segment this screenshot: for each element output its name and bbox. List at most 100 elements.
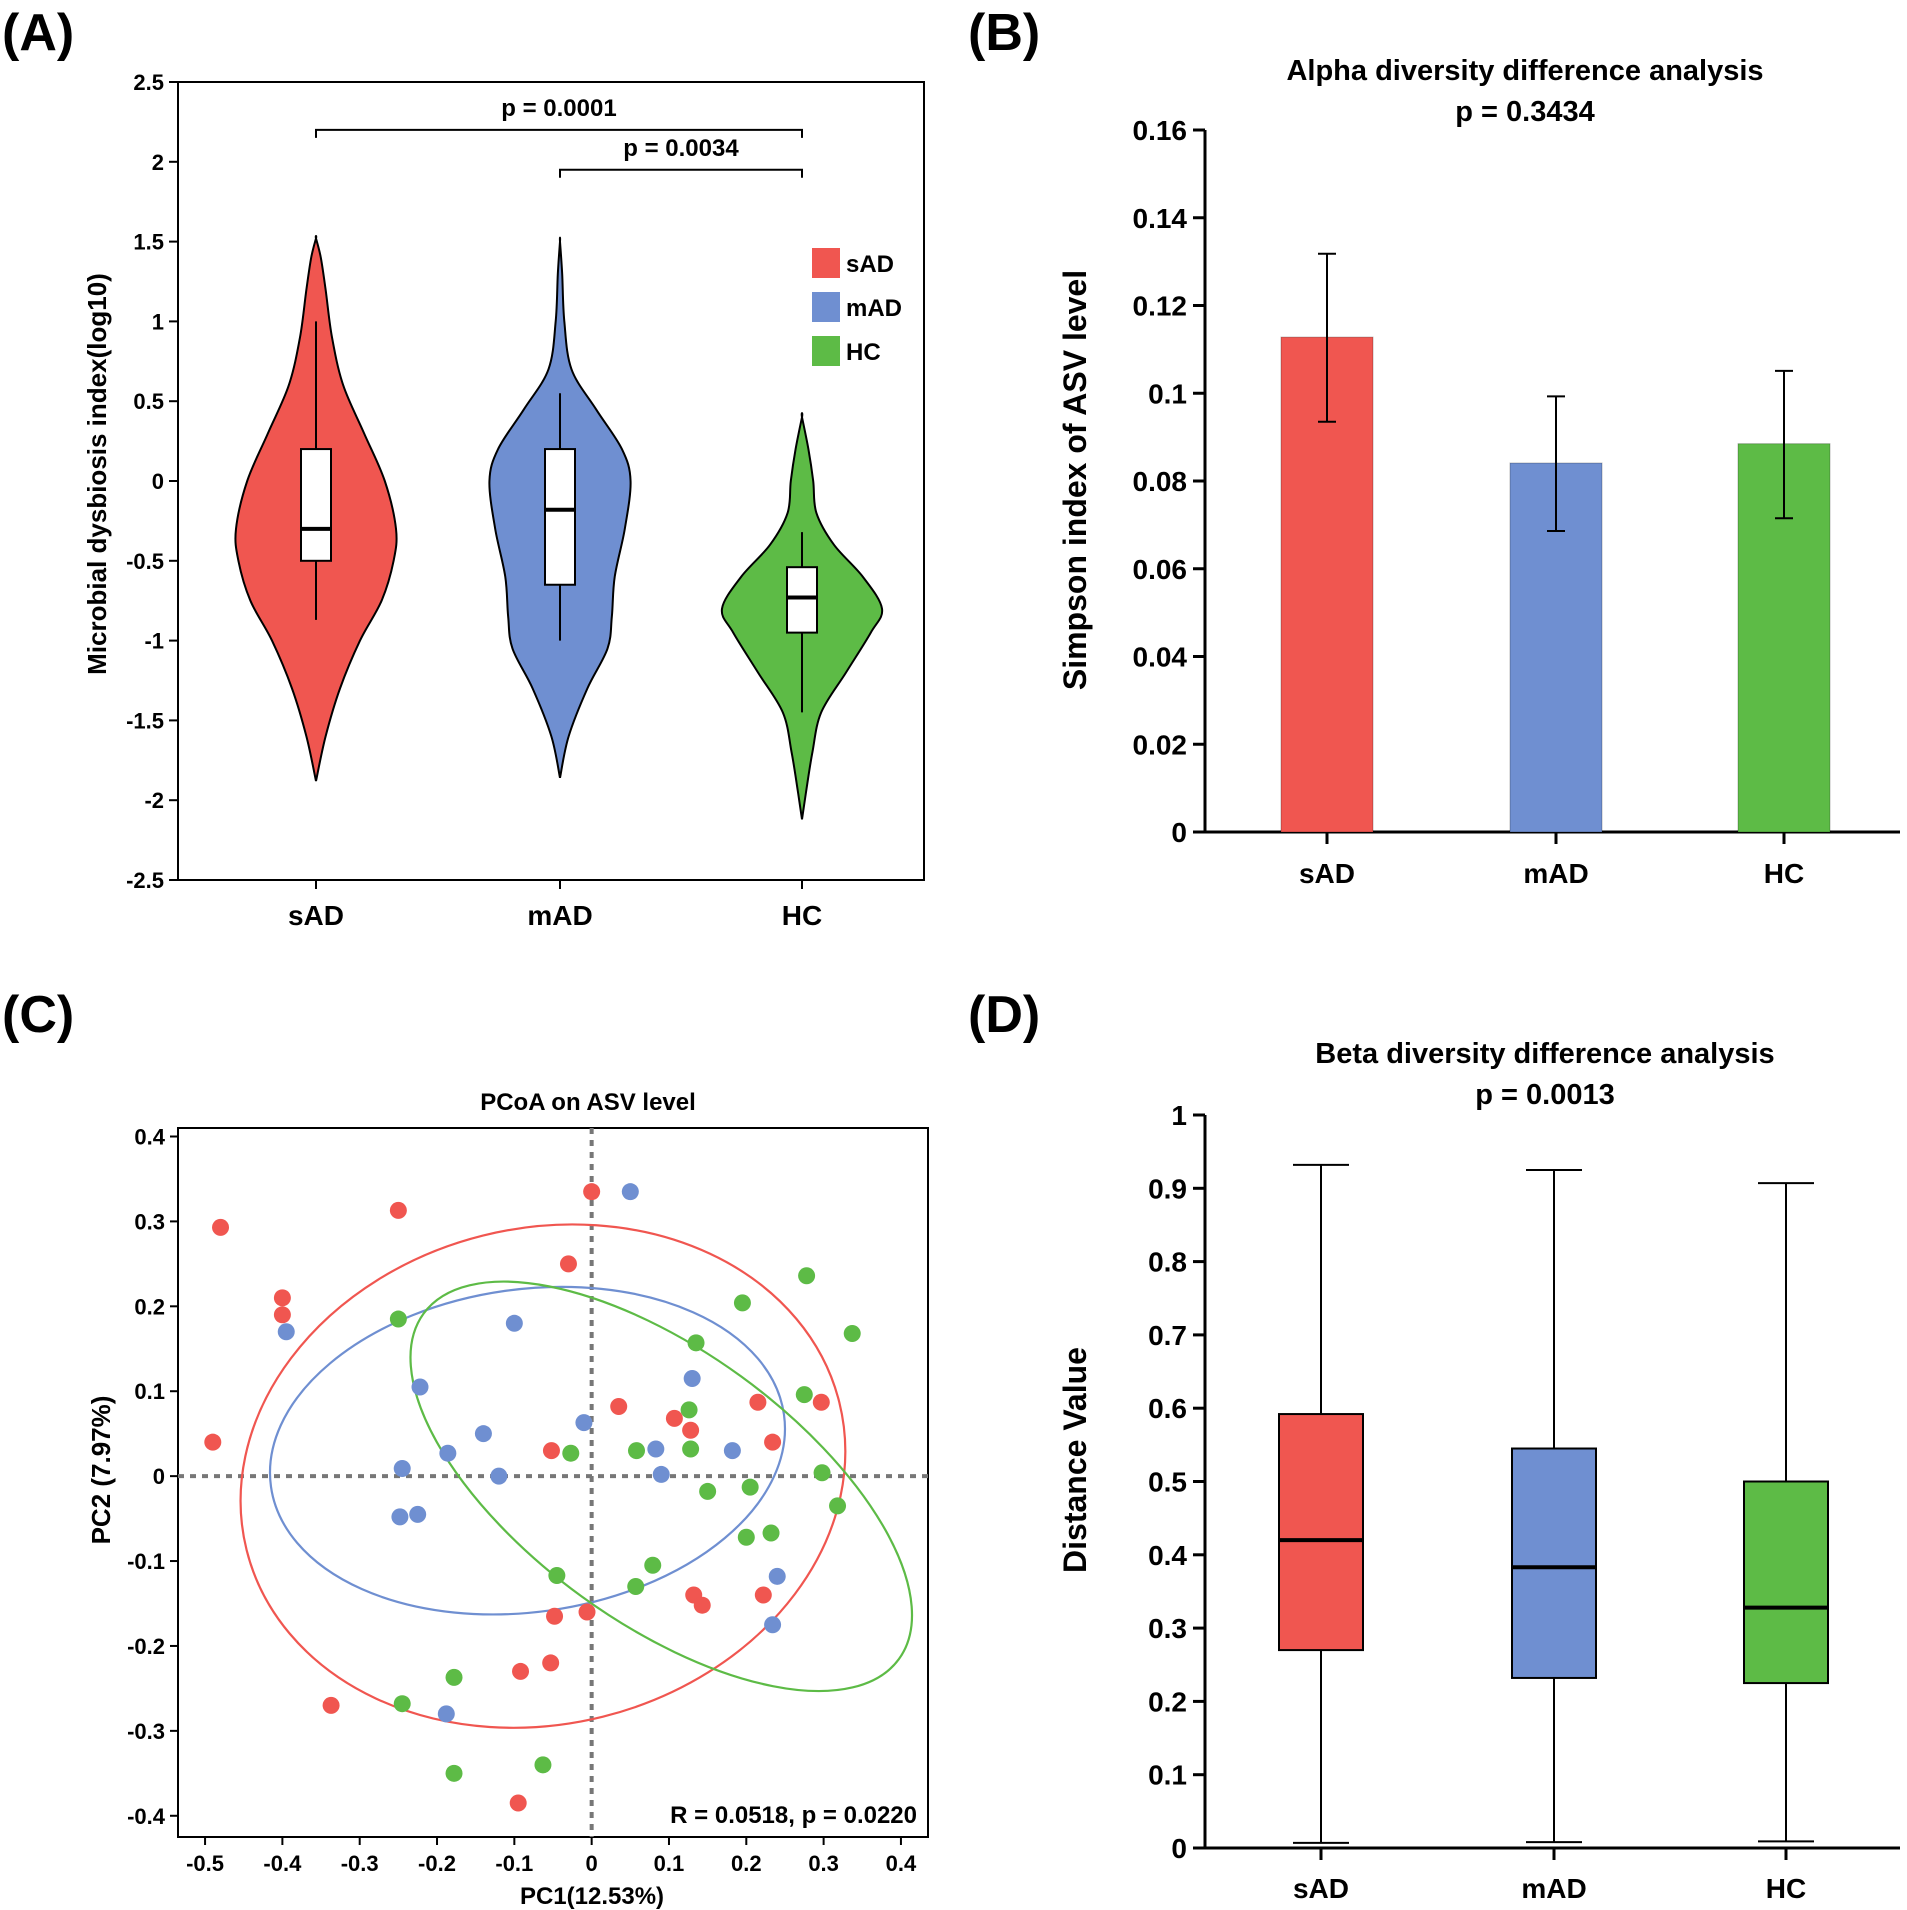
- y-tick-label-b: 0.1: [1148, 378, 1187, 409]
- y-tick-label-b: 0.16: [1133, 115, 1188, 146]
- scatter-point-HC: [737, 1528, 755, 1546]
- scatter-point-sAD: [749, 1393, 767, 1411]
- scatter-point-mAD: [723, 1442, 741, 1460]
- y-tick-label-c: 0: [153, 1464, 165, 1489]
- scatter-point-mAD: [391, 1508, 409, 1526]
- violin-chart: Microbial dysbiosis index(log10) 2.5 2 1.5…: [82, 70, 925, 931]
- y-tick-label-d: 0: [1171, 1833, 1187, 1864]
- scatter-point-mAD: [409, 1505, 427, 1523]
- y-tick-label-c: 0.2: [134, 1294, 165, 1319]
- x-tick-label-a: sAD: [288, 900, 344, 931]
- scatter-point-sAD: [610, 1398, 628, 1416]
- y-tick-label-d: 0.3: [1148, 1613, 1187, 1644]
- scatter-point-sAD: [546, 1607, 564, 1625]
- y-tick-label-b: 0: [1171, 817, 1187, 848]
- scatter-point-sAD: [389, 1201, 407, 1219]
- x-tick-label-c: -0.2: [418, 1851, 456, 1876]
- y-tick-label-a: 1: [152, 309, 164, 334]
- scatter-point-mAD: [505, 1314, 523, 1332]
- scatter-point-HC: [389, 1310, 407, 1328]
- scatter-point-sAD: [578, 1603, 596, 1621]
- y-tick-label-d: 0.9: [1148, 1173, 1187, 1204]
- scatter-annotation: R = 0.0518, p = 0.0220: [670, 1802, 917, 1829]
- y-tick-label-a: -1.5: [126, 708, 164, 733]
- y-tick-label-c: -0.3: [127, 1719, 165, 1744]
- scatter-point-HC: [795, 1386, 813, 1404]
- scatter-point-sAD: [512, 1662, 530, 1680]
- y-tick-label-a: 1.5: [133, 230, 164, 255]
- scatter-point-HC: [644, 1556, 662, 1574]
- scatter-point-sAD: [509, 1794, 527, 1812]
- scatter-point-HC: [628, 1442, 646, 1460]
- y-axis-label-c: PC2 (7.97%): [86, 1396, 116, 1545]
- panel-label-c: (C): [2, 986, 74, 1044]
- chart-title-d: Beta diversity difference analysis: [1315, 1038, 1774, 1070]
- scatter-point-sAD: [754, 1586, 772, 1604]
- scatter-point-mAD: [411, 1378, 429, 1396]
- y-tick-label-b: 0.04: [1133, 642, 1188, 673]
- y-tick-label-b: 0.06: [1133, 554, 1188, 585]
- significance-label: p = 0.0001: [501, 95, 616, 122]
- y-tick-label-a: -1: [144, 629, 164, 654]
- scatter-point-HC: [680, 1401, 698, 1419]
- violin-box-HC: [786, 566, 818, 634]
- scatter-point-sAD: [764, 1433, 782, 1451]
- y-tick-label-c: -0.2: [127, 1634, 165, 1659]
- y-tick-label-d: 0.4: [1148, 1540, 1187, 1571]
- x-tick-label-a: mAD: [527, 900, 592, 931]
- scatter-point-sAD: [273, 1289, 291, 1307]
- scatter-point-mAD: [647, 1440, 665, 1458]
- x-tick-label-c: 0.3: [808, 1851, 839, 1876]
- scatter-point-mAD: [768, 1567, 786, 1585]
- scatter-point-HC: [687, 1334, 705, 1352]
- scatter-point-HC: [627, 1578, 645, 1596]
- y-tick-label-a: -2.5: [126, 868, 164, 893]
- scatter-point-sAD: [204, 1433, 222, 1451]
- y-tick-label-a: -0.5: [126, 549, 164, 574]
- y-tick-label-c: 0.3: [134, 1209, 165, 1234]
- confidence-ellipse-sAD: [239, 1223, 847, 1729]
- y-tick-label-d: 0.7: [1148, 1320, 1187, 1351]
- x-tick-label-a: HC: [782, 900, 822, 931]
- scatter-point-HC: [534, 1756, 552, 1774]
- x-tick-label-b: mAD: [1523, 858, 1588, 889]
- y-tick-label-c: -0.1: [127, 1549, 165, 1574]
- confidence-ellipse-HC: [409, 1280, 914, 1693]
- bar-chart: Alpha diversity difference analysis p = …: [1057, 55, 1900, 889]
- scatter-point-sAD: [273, 1306, 291, 1324]
- box-mAD: [1511, 1447, 1597, 1679]
- panel-label-b: (B): [968, 4, 1040, 62]
- y-tick-label-d: 0.1: [1148, 1760, 1187, 1791]
- scatter-point-HC: [699, 1482, 717, 1500]
- legend-label-sAD: sAD: [846, 251, 894, 278]
- legend-swatch-sAD: [812, 248, 840, 278]
- significance-bracket: [315, 128, 803, 138]
- scatter-point-mAD: [621, 1183, 639, 1201]
- legend-label-mAD: mAD: [846, 295, 902, 322]
- scatter-point-HC: [548, 1566, 566, 1584]
- box-sAD: [1278, 1413, 1364, 1652]
- scatter-point-mAD: [575, 1414, 593, 1432]
- y-axis-label-d: Distance Value: [1057, 1347, 1093, 1573]
- scatter-point-sAD: [322, 1696, 340, 1714]
- y-axis-label-b: Simpson index of ASV level: [1057, 270, 1093, 690]
- scatter-chart: PCoA on ASV level PC2 (7.97%) PC1(12.53%…: [86, 1089, 929, 1910]
- scatter-point-mAD: [393, 1459, 411, 1477]
- scatter-point-sAD: [583, 1183, 601, 1201]
- scatter-point-sAD: [665, 1409, 683, 1427]
- scatter-point-HC: [393, 1695, 411, 1713]
- scatter-point-sAD: [682, 1421, 700, 1439]
- x-tick-label-c: 0.1: [654, 1851, 685, 1876]
- scatter-point-HC: [813, 1464, 831, 1482]
- scatter-point-mAD: [277, 1323, 295, 1341]
- y-tick-label-b: 0.12: [1133, 291, 1188, 322]
- legend-swatch-mAD: [812, 292, 840, 322]
- scatter-point-HC: [445, 1668, 463, 1686]
- chart-subtitle-b: p = 0.3434: [1455, 96, 1594, 128]
- y-tick-label-a: 0: [152, 469, 164, 494]
- y-tick-label-d: 0.5: [1148, 1467, 1187, 1498]
- x-tick-label-b: HC: [1764, 858, 1804, 889]
- x-tick-label-c: -0.5: [186, 1851, 224, 1876]
- legend-label-HC: HC: [846, 339, 881, 366]
